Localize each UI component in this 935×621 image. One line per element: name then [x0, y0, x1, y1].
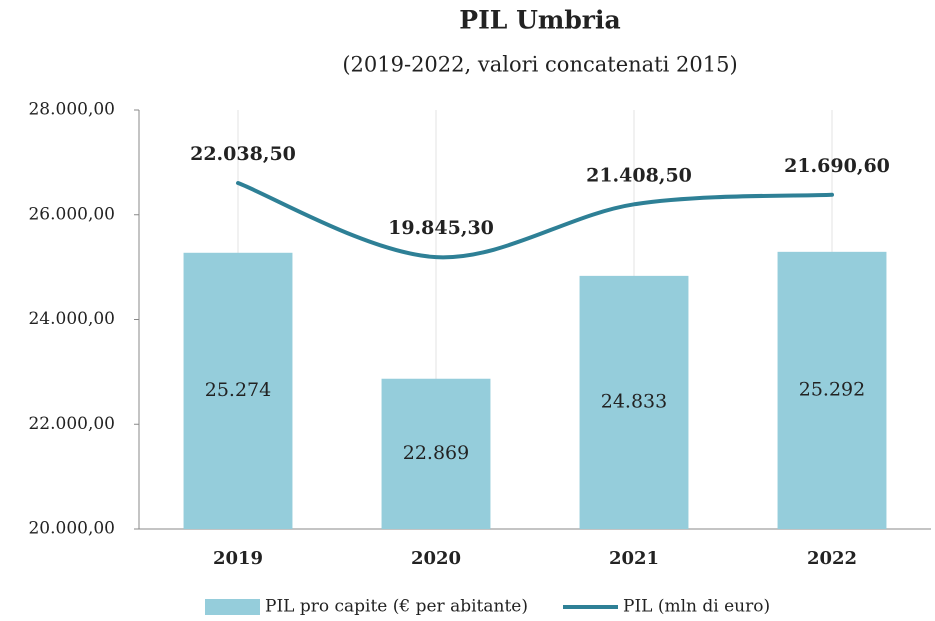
bar-value-label: 22.869: [403, 442, 469, 464]
y-tick-label: 22.000,00: [28, 414, 115, 434]
chart-subtitle: (2019-2022, valori concatenati 2015): [342, 53, 737, 77]
bar: [381, 378, 491, 529]
y-tick-label: 28.000,00: [28, 100, 115, 120]
bar-value-label: 25.292: [799, 378, 865, 400]
bar: [183, 252, 293, 530]
legend-swatch: [205, 599, 260, 615]
bar: [579, 275, 689, 529]
y-tick-label: 20.000,00: [28, 519, 115, 539]
x-tick-label: 2022: [807, 548, 857, 569]
bar-value-label: 25.274: [205, 379, 271, 401]
y-tick-label: 24.000,00: [28, 309, 115, 329]
legend-label: PIL pro capite (€ per abitante): [265, 597, 528, 617]
x-tick-label: 2019: [213, 548, 263, 569]
line-value-label: 19.845,30: [388, 217, 494, 239]
line: [236, 181, 834, 260]
line-value-label: 22.038,50: [190, 143, 296, 165]
chart-title: PIL Umbria: [459, 6, 620, 35]
bar-value-label: 24.833: [601, 390, 667, 412]
bar: [777, 251, 887, 530]
legend-label: PIL (mln di euro): [623, 597, 770, 617]
x-tick-label: 2020: [411, 548, 461, 569]
x-tick-label: 2021: [609, 548, 659, 569]
y-tick-label: 26.000,00: [28, 204, 115, 224]
line-value-label: 21.408,50: [586, 164, 692, 186]
line-value-label: 21.690,60: [784, 155, 890, 177]
